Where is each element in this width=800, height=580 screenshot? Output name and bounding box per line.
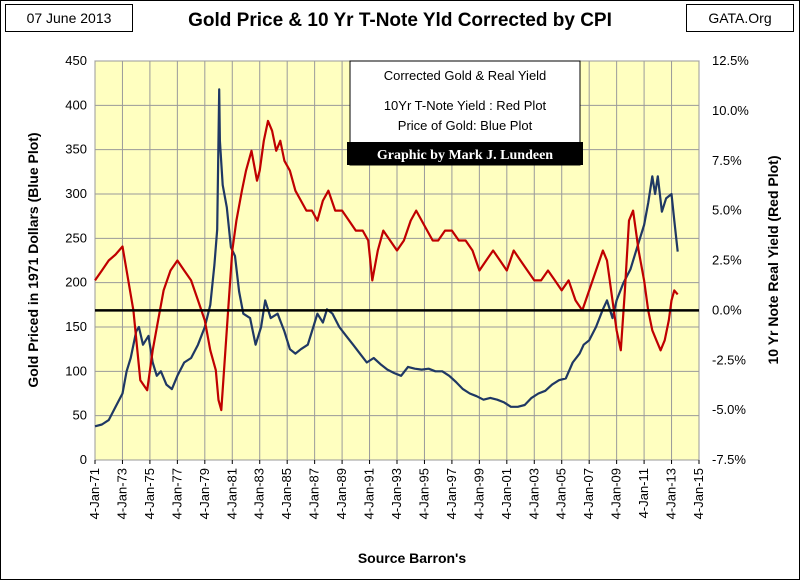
x-tick-label: 4-Jan-75 bbox=[142, 468, 157, 519]
x-tick-label: 4-Jan-95 bbox=[416, 468, 431, 519]
legend-line2: 10Yr T-Note Yield : Red Plot bbox=[384, 98, 547, 113]
y-tick-label: 250 bbox=[65, 230, 87, 245]
x-tick-label: 4-Jan-05 bbox=[554, 468, 569, 519]
real-yield-series-line bbox=[94, 119, 679, 412]
x-tick-label: 4-Jan-07 bbox=[581, 468, 596, 519]
legend-line3: Price of Gold: Blue Plot bbox=[398, 118, 533, 133]
source-label: GATA.Org bbox=[686, 4, 794, 32]
y-tick-label: 100 bbox=[65, 363, 87, 378]
chart-title: Gold Price & 10 Yr T-Note Yld Corrected … bbox=[188, 10, 612, 31]
y2-tick-label: 0.0% bbox=[712, 302, 742, 317]
ticks: 0 50 100 150 200 250 300 350 400 450 12.5% 10.0% 7.5… bbox=[65, 53, 749, 519]
y2-tick-label: -2.5% bbox=[712, 352, 746, 367]
x-tick-label: 4-Jan-13 bbox=[664, 468, 679, 519]
x-tick-label: 4-Jan-93 bbox=[389, 468, 404, 519]
x-tick-label: 4-Jan-83 bbox=[252, 468, 267, 519]
y-tick-label: 350 bbox=[65, 142, 87, 157]
gold-price-series-line bbox=[94, 88, 679, 428]
x-axis-title: Source Barron's bbox=[358, 550, 467, 566]
legend-box: Corrected Gold & Real Yield 10Yr T-Note … bbox=[347, 60, 583, 166]
x-tick-label: 4-Jan-89 bbox=[334, 468, 349, 519]
y-tick-label: 150 bbox=[65, 319, 87, 334]
x-tick-label: 4-Jan-85 bbox=[279, 468, 294, 519]
legend-credit: Graphic by Mark J. Lundeen bbox=[377, 148, 553, 163]
y-tick-label: 0 bbox=[80, 452, 87, 467]
x-tick-label: 4-Jan-97 bbox=[444, 468, 459, 519]
y-tick-label: 200 bbox=[65, 275, 87, 290]
y2-tick-label: 7.5% bbox=[712, 153, 742, 168]
x-tick-label: 4-Jan-11 bbox=[636, 468, 651, 518]
y2-axis-title: 10 Yr Note Real Yield (Red Plot) bbox=[765, 155, 781, 364]
x-tick-label: 4-Jan-71 bbox=[87, 468, 102, 519]
x-tick-label: 4-Jan-01 bbox=[499, 468, 514, 519]
y-tick-label: 450 bbox=[65, 53, 87, 68]
x-tick-label: 4-Jan-15 bbox=[691, 468, 706, 519]
x-tick-label: 4-Jan-87 bbox=[307, 468, 322, 519]
y2-tick-label: 2.5% bbox=[712, 253, 742, 268]
y2-tick-label: -5.0% bbox=[712, 402, 746, 417]
x-tick-label: 4-Jan-91 bbox=[362, 468, 377, 519]
x-tick-label: 4-Jan-73 bbox=[114, 468, 129, 519]
y2-tick-label: 12.5% bbox=[712, 53, 749, 68]
x-tick-label: 4-Jan-77 bbox=[169, 468, 184, 519]
y-tick-label: 50 bbox=[73, 408, 87, 423]
y-axis-title: Gold Priced in 1971 Dollars (Blue Plot) bbox=[25, 132, 41, 387]
series-layer bbox=[94, 88, 679, 428]
y2-tick-label: 5.0% bbox=[712, 203, 742, 218]
legend-line1: Corrected Gold & Real Yield bbox=[384, 68, 547, 83]
date-label: 07 June 2013 bbox=[5, 4, 133, 32]
y2-tick-label: -7.5% bbox=[712, 452, 746, 467]
x-tick-label: 4-Jan-09 bbox=[609, 468, 624, 519]
x-tick-label: 4-Jan-81 bbox=[224, 468, 239, 519]
x-tick-label: 4-Jan-99 bbox=[471, 468, 486, 519]
y2-tick-label: 10.0% bbox=[712, 103, 749, 118]
x-tick-label: 4-Jan-79 bbox=[197, 468, 212, 519]
x-tick-label: 4-Jan-03 bbox=[526, 468, 541, 519]
y-tick-label: 400 bbox=[65, 97, 87, 112]
y-tick-label: 300 bbox=[65, 186, 87, 201]
